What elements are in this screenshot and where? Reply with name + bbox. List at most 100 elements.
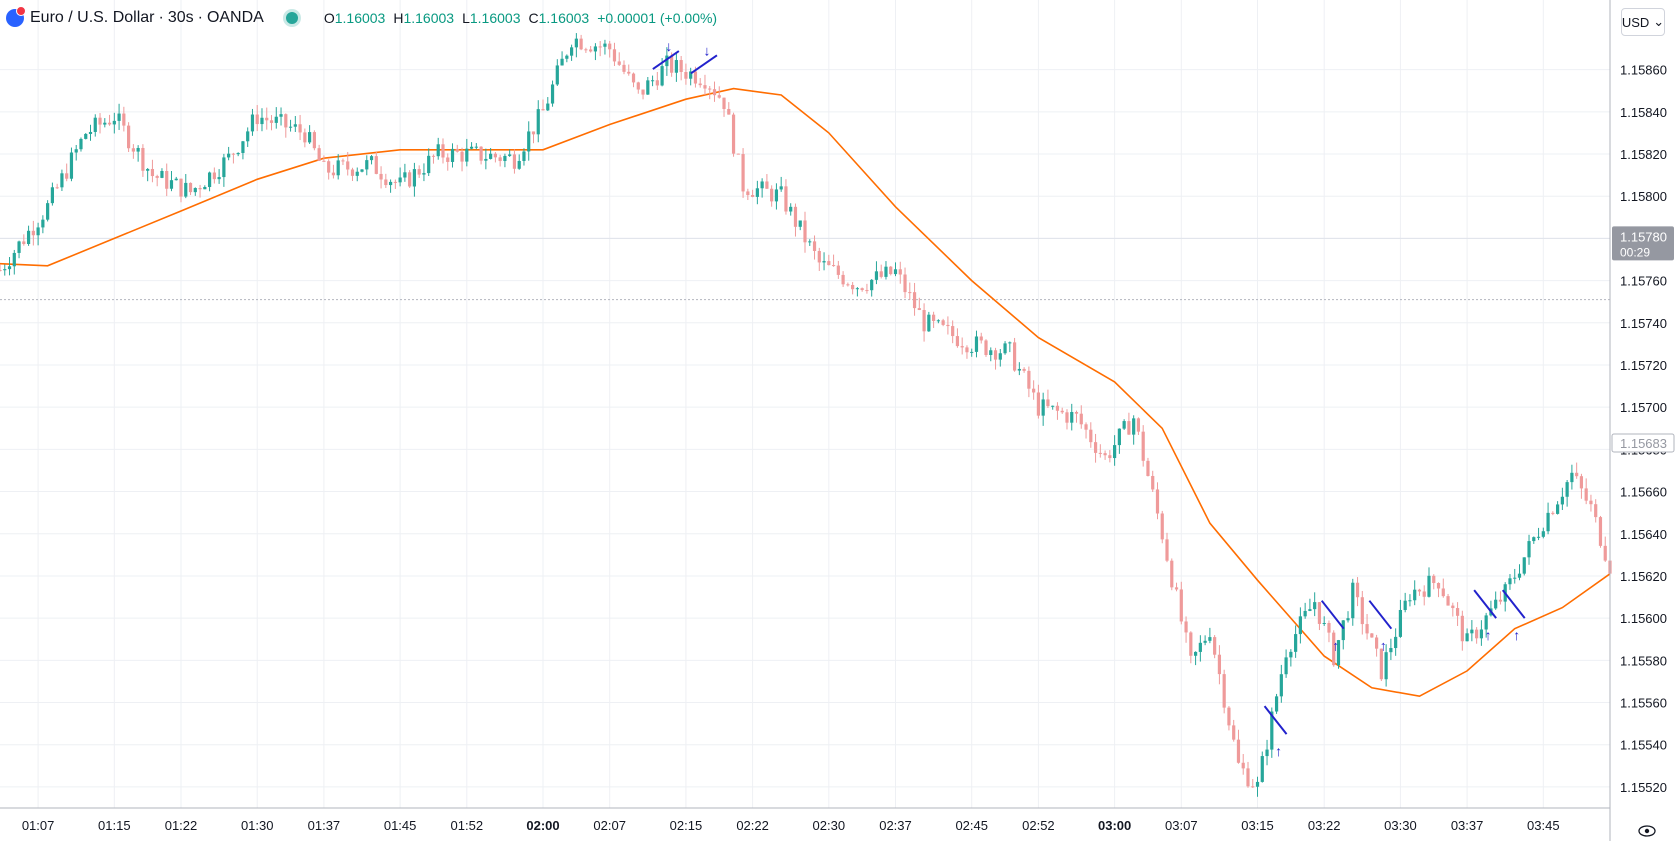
candle[interactable] <box>1584 478 1588 505</box>
candle[interactable] <box>1346 611 1350 623</box>
candle[interactable] <box>898 261 902 284</box>
candle[interactable] <box>193 187 197 196</box>
candle[interactable] <box>1265 739 1269 766</box>
candle[interactable] <box>565 54 569 63</box>
candle[interactable] <box>474 143 478 150</box>
candle[interactable] <box>1260 751 1264 783</box>
candle[interactable] <box>1193 651 1198 666</box>
eye-icon[interactable] <box>1637 823 1657 839</box>
candle[interactable] <box>0 264 2 272</box>
candle[interactable] <box>584 47 588 53</box>
candle[interactable] <box>1565 479 1569 507</box>
symbol-legend[interactable]: Euro / U.S. Dollar · 30s · OANDA O1.1600… <box>6 6 717 30</box>
candle[interactable] <box>1289 649 1293 667</box>
candle[interactable] <box>1317 602 1322 631</box>
candle[interactable] <box>1475 627 1479 644</box>
candle[interactable] <box>1470 620 1474 642</box>
candle[interactable] <box>622 60 626 75</box>
candle[interactable] <box>1136 417 1141 436</box>
candle[interactable] <box>1355 577 1360 607</box>
candle[interactable] <box>84 133 88 140</box>
candle[interactable] <box>1560 487 1564 510</box>
candle[interactable] <box>1517 564 1522 581</box>
candle[interactable] <box>365 155 369 176</box>
candle[interactable] <box>655 71 659 90</box>
candle[interactable] <box>841 271 845 287</box>
candle[interactable] <box>212 167 216 184</box>
candle[interactable] <box>217 169 221 184</box>
candle[interactable] <box>1246 761 1250 788</box>
candle[interactable] <box>79 137 83 152</box>
candle[interactable] <box>1093 433 1098 463</box>
candle[interactable] <box>155 174 159 187</box>
candle[interactable] <box>1213 635 1217 659</box>
candle[interactable] <box>12 249 16 275</box>
candle[interactable] <box>1170 558 1174 591</box>
candle[interactable] <box>198 184 202 198</box>
candle[interactable] <box>122 106 126 132</box>
candle[interactable] <box>1570 464 1574 490</box>
candle[interactable] <box>146 168 150 182</box>
candle[interactable] <box>1332 630 1336 667</box>
candle[interactable] <box>884 261 888 280</box>
candles[interactable] <box>0 33 1612 797</box>
candle[interactable] <box>612 42 617 66</box>
candle[interactable] <box>479 146 483 165</box>
candle[interactable] <box>207 171 212 192</box>
candle[interactable] <box>998 348 1002 367</box>
candle[interactable] <box>708 86 712 100</box>
candle[interactable] <box>227 146 231 161</box>
candle[interactable] <box>1055 402 1060 420</box>
candle[interactable] <box>346 151 350 176</box>
candle[interactable] <box>412 162 417 197</box>
candle[interactable] <box>236 152 240 157</box>
candle[interactable] <box>274 107 278 129</box>
candle[interactable] <box>489 148 493 160</box>
candle[interactable] <box>508 149 512 157</box>
candle[interactable] <box>1403 592 1407 613</box>
candle[interactable] <box>903 267 907 299</box>
candle[interactable] <box>1536 527 1541 541</box>
candle[interactable] <box>955 328 960 348</box>
candle[interactable] <box>1394 628 1398 656</box>
candle[interactable] <box>1084 422 1088 439</box>
candle[interactable] <box>922 303 926 342</box>
candle[interactable] <box>641 89 645 100</box>
candle[interactable] <box>1151 470 1155 492</box>
candle[interactable] <box>165 163 169 197</box>
candle[interactable] <box>593 43 598 61</box>
candle[interactable] <box>1051 405 1055 410</box>
candle[interactable] <box>1503 582 1507 612</box>
candle[interactable] <box>698 78 702 88</box>
interval-label[interactable]: 30s <box>167 9 194 26</box>
candle[interactable] <box>1313 592 1317 617</box>
up-arrow-annotation[interactable]: ↑ <box>1368 600 1393 654</box>
candle[interactable] <box>984 339 988 357</box>
candle[interactable] <box>250 108 255 136</box>
candle[interactable] <box>1436 582 1441 598</box>
candle[interactable] <box>703 74 707 96</box>
candle[interactable] <box>970 348 974 357</box>
candle[interactable] <box>1522 557 1526 576</box>
candle[interactable] <box>941 318 945 327</box>
candle[interactable] <box>31 220 35 246</box>
candle[interactable] <box>855 287 859 297</box>
candle[interactable] <box>1446 593 1450 606</box>
candle[interactable] <box>1598 515 1603 548</box>
candle[interactable] <box>1498 591 1503 605</box>
candle[interactable] <box>350 167 355 181</box>
candle[interactable] <box>1060 407 1064 414</box>
candle[interactable] <box>331 164 336 179</box>
candle[interactable] <box>731 112 736 157</box>
candle[interactable] <box>422 163 426 182</box>
candle[interactable] <box>465 138 469 167</box>
candle[interactable] <box>336 154 340 180</box>
candle[interactable] <box>1141 425 1145 467</box>
candle[interactable] <box>893 262 898 277</box>
candle[interactable] <box>284 113 288 138</box>
candle[interactable] <box>112 112 116 134</box>
candle[interactable] <box>822 252 826 271</box>
candle[interactable] <box>1575 462 1579 479</box>
candle[interactable] <box>712 81 717 102</box>
candle[interactable] <box>1322 616 1326 626</box>
